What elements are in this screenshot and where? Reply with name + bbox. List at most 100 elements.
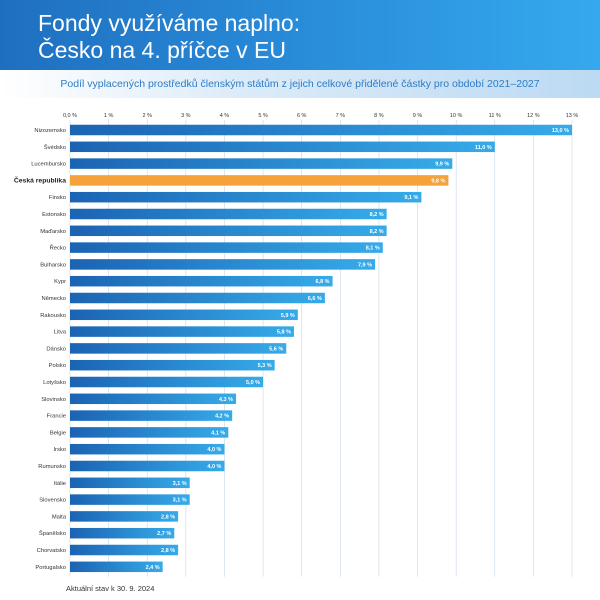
footnote: Aktuální stav k 30. 9. 2024 bbox=[66, 584, 155, 593]
value-label: 2,8 % bbox=[161, 514, 175, 520]
bar bbox=[70, 427, 229, 438]
value-label: 4,0 % bbox=[207, 447, 221, 453]
x-tick-label: 0,0 % bbox=[63, 113, 77, 119]
bar bbox=[70, 561, 163, 573]
bar-row: Itálie 3,1 % bbox=[54, 477, 190, 489]
category-label: Rakousko bbox=[40, 313, 66, 319]
x-tick-label: 3 % bbox=[181, 113, 191, 119]
bar bbox=[70, 494, 190, 505]
bar bbox=[70, 511, 179, 522]
bar-row: Francie 4,2 % bbox=[47, 410, 233, 421]
category-label: Dánsko bbox=[46, 346, 66, 352]
x-tick-label: 11 % bbox=[489, 113, 501, 119]
bar-row: Lotyšsko 5,0 % bbox=[43, 376, 264, 388]
bar bbox=[70, 544, 179, 556]
category-label: Slovinsko bbox=[41, 397, 66, 403]
bar-row: Lucembursko 9,9 % bbox=[31, 158, 453, 169]
header-banner: Fondy využíváme naplno: Česko na 4. příč… bbox=[0, 0, 600, 70]
bar-row: Slovensko 3,1 % bbox=[39, 494, 190, 505]
category-label: Belgie bbox=[50, 430, 66, 436]
category-label: Litva bbox=[54, 330, 67, 336]
bars: Nizozemsko 13,0 % Švédsko 11,0 % Lucembursko… bbox=[14, 124, 572, 573]
category-label: Itálie bbox=[54, 481, 66, 487]
bar bbox=[70, 225, 387, 237]
bar-row: Finsko 9,1 % bbox=[49, 191, 422, 203]
category-label: Finsko bbox=[49, 195, 66, 201]
value-label: 3,1 % bbox=[173, 481, 187, 487]
bar bbox=[70, 460, 225, 472]
bar-row: Chorvatsko 2,8 % bbox=[37, 544, 179, 556]
value-label: 5,6 % bbox=[269, 346, 283, 352]
title-line-1: Fondy využíváme naplno: bbox=[38, 10, 301, 36]
bar-row: Belgie 4,1 % bbox=[50, 427, 229, 438]
bar-row: Německo 6,6 % bbox=[42, 292, 325, 304]
value-label: 4,2 % bbox=[215, 414, 229, 420]
value-label: 2,7 % bbox=[157, 531, 171, 537]
bar-row: Portugalsko 2,4 % bbox=[35, 561, 163, 573]
value-label: 9,8 % bbox=[431, 178, 445, 184]
bar bbox=[70, 141, 495, 153]
value-label: 5,9 % bbox=[281, 313, 295, 319]
value-label: 13,0 % bbox=[552, 128, 569, 134]
category-label: Řecko bbox=[50, 244, 66, 252]
chart-subtitle: Podíl vyplacených prostředků členským st… bbox=[60, 78, 540, 90]
bar-row: Dánsko 5,6 % bbox=[46, 343, 287, 354]
bar bbox=[70, 477, 190, 489]
bar-row: Rakousko 5,9 % bbox=[40, 309, 298, 321]
bar bbox=[70, 343, 287, 354]
value-label: 11,0 % bbox=[475, 145, 492, 151]
bar-row: Nizozemsko 13,0 % bbox=[34, 124, 572, 136]
category-label: Česká republika bbox=[14, 175, 66, 184]
x-tick-label: 10 % bbox=[450, 113, 463, 119]
category-label: Kypr bbox=[54, 279, 66, 285]
value-label: 5,8 % bbox=[277, 330, 291, 336]
value-label: 9,9 % bbox=[435, 162, 449, 168]
value-label: 5,0 % bbox=[246, 380, 260, 386]
x-tick-label: 7 % bbox=[336, 113, 346, 119]
x-tick-label: 8 % bbox=[374, 113, 384, 119]
bar-row: Litva 5,8 % bbox=[54, 326, 294, 337]
bar-row: Švédsko 11,0 % bbox=[44, 141, 495, 153]
bar bbox=[70, 376, 264, 388]
title-line-2: Česko na 4. příčce v EU bbox=[38, 37, 286, 63]
bar bbox=[70, 292, 325, 304]
category-label: Španělsko bbox=[39, 530, 66, 537]
bar-row: Kypr 6,8 % bbox=[54, 275, 333, 287]
bar bbox=[70, 410, 233, 421]
value-label: 4,3 % bbox=[219, 397, 233, 403]
x-tick-label: 2 % bbox=[142, 113, 152, 119]
bar bbox=[70, 175, 449, 186]
bar-row: Řecko 8,1 % bbox=[50, 242, 383, 253]
x-tick-label: 5 % bbox=[258, 113, 268, 119]
category-label: Estonsko bbox=[42, 212, 66, 218]
category-label: Švédsko bbox=[44, 144, 66, 151]
bar bbox=[70, 259, 376, 270]
bar-row: Bulharsko 7,9 % bbox=[40, 259, 376, 270]
category-label: Chorvatsko bbox=[37, 548, 66, 554]
page-title: Fondy využíváme naplno: Česko na 4. příč… bbox=[38, 10, 300, 64]
value-label: 8,2 % bbox=[370, 212, 384, 218]
category-label: Malta bbox=[52, 514, 67, 520]
bar-row: Maďarsko 8,2 % bbox=[40, 225, 387, 237]
value-label: 4,0 % bbox=[207, 464, 221, 470]
category-label: Maďarsko bbox=[40, 229, 66, 235]
x-tick-label: 12 % bbox=[527, 113, 540, 119]
bar-row: Irsko 4,0 % bbox=[53, 443, 225, 455]
bar-row: Malta 2,8 % bbox=[52, 511, 179, 522]
bar-row: Španělsko 2,7 % bbox=[39, 527, 175, 539]
value-label: 9,1 % bbox=[404, 195, 418, 201]
category-label: Německo bbox=[42, 296, 66, 302]
bar bbox=[70, 359, 275, 371]
category-label: Francie bbox=[47, 414, 66, 420]
value-label: 8,1 % bbox=[366, 246, 380, 252]
value-label: 3,1 % bbox=[173, 498, 187, 504]
bar bbox=[70, 393, 237, 405]
x-tick-label: 6 % bbox=[297, 113, 307, 119]
bar bbox=[70, 326, 294, 337]
bar bbox=[70, 124, 572, 136]
bar bbox=[70, 191, 422, 203]
category-label: Lotyšsko bbox=[43, 380, 66, 386]
value-label: 2,8 % bbox=[161, 548, 175, 554]
value-label: 7,9 % bbox=[358, 262, 372, 268]
